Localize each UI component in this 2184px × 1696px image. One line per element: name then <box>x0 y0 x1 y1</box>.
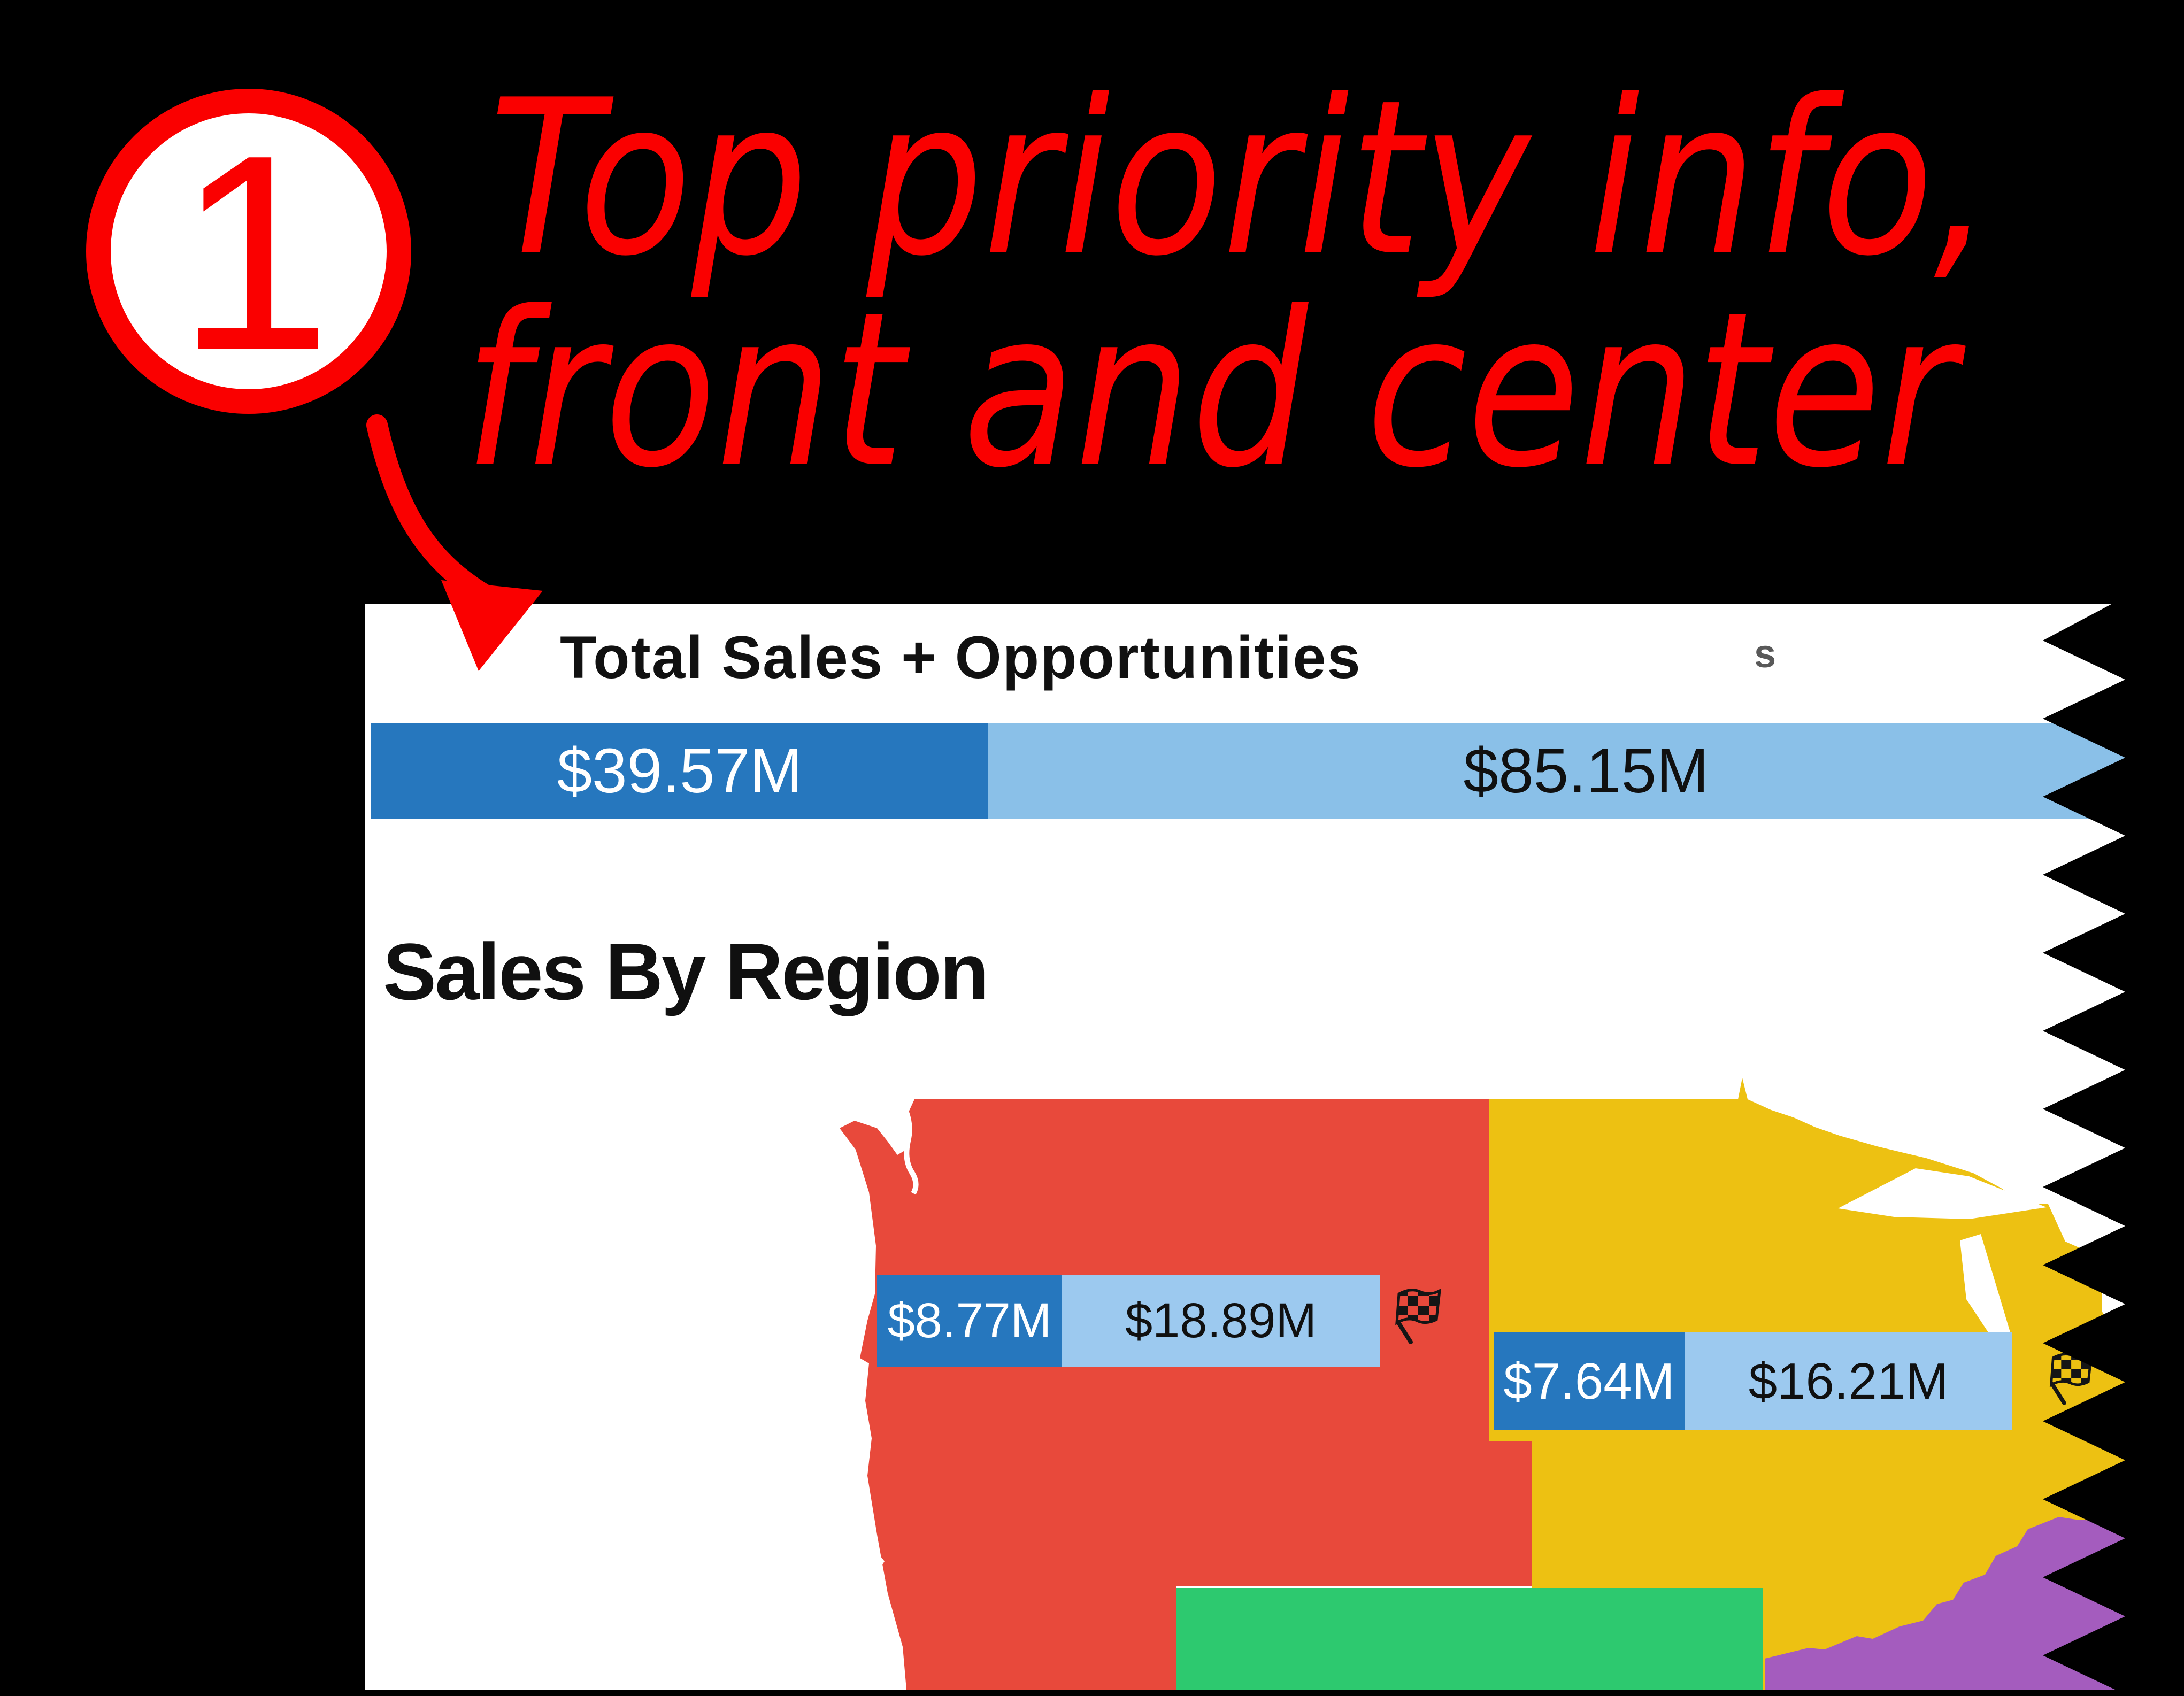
cropped-glyph: s <box>1754 631 1777 676</box>
callout-west-sales-box[interactable]: $8.77M <box>877 1275 1062 1367</box>
kpi-opportunities-value: $85.15M <box>1463 736 1709 806</box>
step-badge-circle <box>86 89 411 414</box>
annotation-text-line2: front and center <box>464 266 1967 515</box>
dashboard-panel: Total Sales + Opportunities s $39.57M $8… <box>365 604 2184 1690</box>
map-region-west[interactable] <box>840 1099 1532 1690</box>
callout-card-west[interactable]: $8.77M $18.89M <box>877 1275 1380 1367</box>
callout-central-opps-box[interactable]: $16.21M <box>1685 1332 2012 1430</box>
sales-by-region-map[interactable] <box>365 604 2184 1690</box>
callout-central-sales-value: $7.64M <box>1503 1352 1675 1410</box>
callout-west-sales-value: $8.77M <box>887 1293 1052 1348</box>
map-region-south[interactable] <box>1176 1588 1763 1690</box>
callout-central-opps-value: $16.21M <box>1748 1352 1949 1410</box>
checkered-flag-icon <box>1395 1288 1442 1344</box>
map-coastline-notch <box>901 1104 919 1195</box>
kpi-stacked-bar[interactable]: $39.57M $85.15M <box>371 723 2184 819</box>
map-section-heading: Sales By Region <box>383 927 989 1016</box>
map-coastline-notch2 <box>876 1551 885 1570</box>
callout-card-central[interactable]: $7.64M $16.21M <box>1494 1332 2012 1430</box>
kpi-title: Total Sales + Opportunities <box>560 624 1362 691</box>
callout-west-opps-value: $18.89M <box>1125 1293 1317 1348</box>
lake-michigan <box>1960 1234 2011 1342</box>
checkered-flag-icon <box>2049 1352 2093 1405</box>
annotation-text-line1: Top priority info, <box>489 55 1992 303</box>
kpi-opportunities-segment[interactable]: $85.15M <box>988 723 2184 819</box>
kpi-sales-value: $39.57M <box>557 736 803 806</box>
annotation-arrow-shaft <box>366 414 495 605</box>
lake-superior <box>1838 1168 2047 1219</box>
callout-west-opps-box[interactable]: $18.89M <box>1062 1275 1380 1367</box>
step-badge-number: 1 <box>176 97 331 408</box>
callout-central-sales-box[interactable]: $7.64M <box>1494 1332 1685 1430</box>
map-region-east[interactable] <box>1765 1517 2125 1690</box>
kpi-sales-segment[interactable]: $39.57M <box>371 723 988 819</box>
